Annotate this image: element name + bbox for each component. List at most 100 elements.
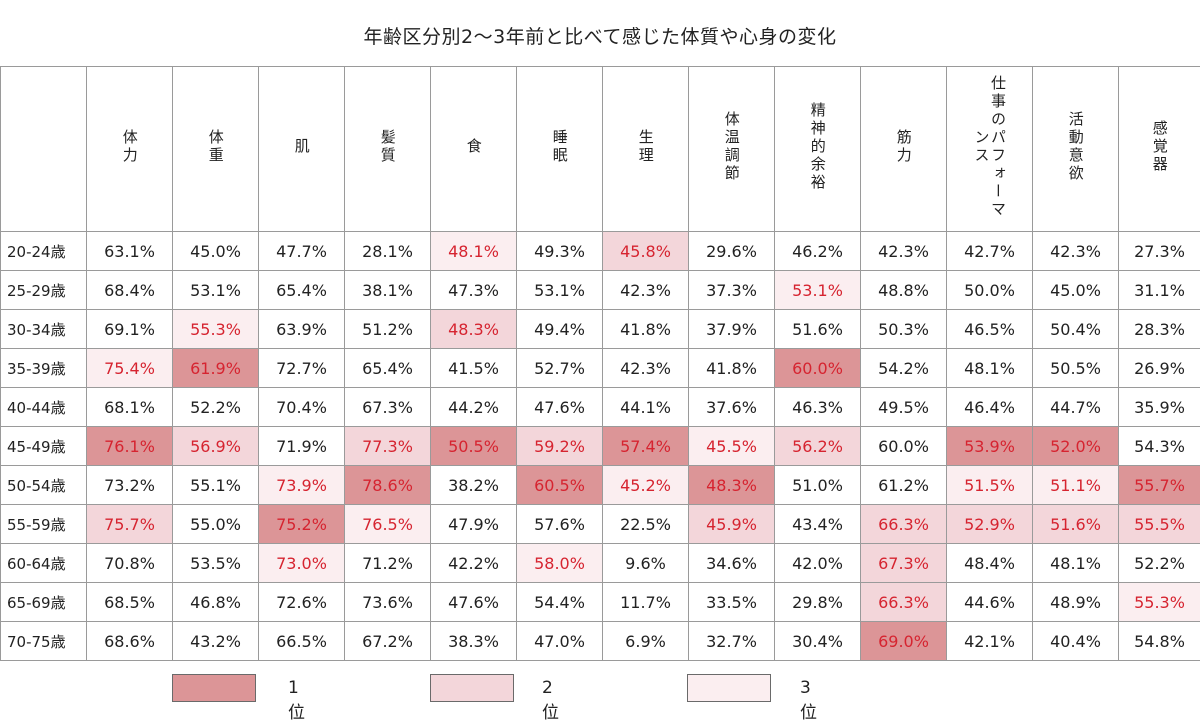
data-cell: 49.5% [861, 388, 947, 427]
data-cell: 28.3% [1119, 310, 1200, 349]
data-cell: 51.6% [1033, 505, 1119, 544]
data-cell: 48.1% [431, 232, 517, 271]
data-cell: 43.2% [173, 622, 259, 661]
data-cell: 55.0% [173, 505, 259, 544]
data-cell: 58.0% [517, 544, 603, 583]
row-label: 45-49歳 [1, 427, 87, 466]
data-cell: 53.1% [775, 271, 861, 310]
corner-cell [1, 67, 87, 232]
data-cell: 78.6% [345, 466, 431, 505]
data-cell: 55.3% [173, 310, 259, 349]
data-cell: 38.2% [431, 466, 517, 505]
data-cell: 47.6% [517, 388, 603, 427]
data-cell: 55.3% [1119, 583, 1200, 622]
data-cell: 50.4% [1033, 310, 1119, 349]
data-cell: 77.3% [345, 427, 431, 466]
data-cell: 28.1% [345, 232, 431, 271]
data-cell: 66.3% [861, 505, 947, 544]
column-header: 仕事のパフォーマンス [947, 67, 1033, 232]
data-cell: 72.7% [259, 349, 345, 388]
data-cell: 52.9% [947, 505, 1033, 544]
data-cell: 42.1% [947, 622, 1033, 661]
data-cell: 46.8% [173, 583, 259, 622]
data-cell: 33.5% [689, 583, 775, 622]
data-cell: 46.3% [775, 388, 861, 427]
data-cell: 38.3% [431, 622, 517, 661]
data-cell: 43.4% [775, 505, 861, 544]
data-cell: 48.3% [689, 466, 775, 505]
data-cell: 56.2% [775, 427, 861, 466]
data-cell: 50.5% [431, 427, 517, 466]
data-cell: 22.5% [603, 505, 689, 544]
data-cell: 29.6% [689, 232, 775, 271]
data-cell: 45.0% [1033, 271, 1119, 310]
data-cell: 71.2% [345, 544, 431, 583]
data-cell: 55.5% [1119, 505, 1200, 544]
data-cell: 42.0% [775, 544, 861, 583]
data-cell: 35.9% [1119, 388, 1200, 427]
legend-label-1: 1位 [288, 678, 305, 723]
data-cell: 37.6% [689, 388, 775, 427]
data-cell: 66.5% [259, 622, 345, 661]
data-cell: 47.6% [431, 583, 517, 622]
column-header: 感覚器 [1119, 67, 1200, 232]
data-cell: 68.5% [87, 583, 173, 622]
data-cell: 53.1% [173, 271, 259, 310]
data-cell: 61.2% [861, 466, 947, 505]
data-cell: 48.1% [947, 349, 1033, 388]
data-cell: 53.5% [173, 544, 259, 583]
data-cell: 54.3% [1119, 427, 1200, 466]
column-header: 生理 [603, 67, 689, 232]
data-cell: 48.4% [947, 544, 1033, 583]
row-label: 65-69歳 [1, 583, 87, 622]
data-cell: 70.8% [87, 544, 173, 583]
data-cell: 42.3% [1033, 232, 1119, 271]
row-label: 30-34歳 [1, 310, 87, 349]
data-cell: 65.4% [259, 271, 345, 310]
data-cell: 68.6% [87, 622, 173, 661]
data-cell: 57.6% [517, 505, 603, 544]
data-cell: 49.3% [517, 232, 603, 271]
row-label: 20-24歳 [1, 232, 87, 271]
data-cell: 53.1% [517, 271, 603, 310]
chart-title: 年齢区分別2～3年前と比べて感じた体質や心身の変化 [0, 22, 1200, 49]
row-label: 40-44歳 [1, 388, 87, 427]
data-cell: 63.1% [87, 232, 173, 271]
data-cell: 51.2% [345, 310, 431, 349]
data-cell: 11.7% [603, 583, 689, 622]
data-cell: 9.6% [603, 544, 689, 583]
data-cell: 30.4% [775, 622, 861, 661]
data-cell: 71.9% [259, 427, 345, 466]
data-cell: 42.3% [603, 349, 689, 388]
data-cell: 45.0% [173, 232, 259, 271]
data-cell: 68.4% [87, 271, 173, 310]
data-cell: 75.2% [259, 505, 345, 544]
data-table: 体力 体重 肌 髪質 食 睡眠 生理 体温調節 精神的余裕 筋力 仕事のパフォー… [0, 66, 1200, 661]
data-cell: 41.5% [431, 349, 517, 388]
data-cell: 44.6% [947, 583, 1033, 622]
data-cell: 45.8% [603, 232, 689, 271]
data-cell: 52.2% [173, 388, 259, 427]
data-cell: 69.0% [861, 622, 947, 661]
data-cell: 50.5% [1033, 349, 1119, 388]
data-cell: 51.1% [1033, 466, 1119, 505]
data-cell: 48.1% [1033, 544, 1119, 583]
data-cell: 67.3% [861, 544, 947, 583]
data-cell: 73.6% [345, 583, 431, 622]
data-cell: 68.1% [87, 388, 173, 427]
legend-label-2: 2位 [542, 678, 559, 723]
data-cell: 72.6% [259, 583, 345, 622]
data-cell: 32.7% [689, 622, 775, 661]
data-cell: 44.1% [603, 388, 689, 427]
data-cell: 42.3% [603, 271, 689, 310]
row-label: 35-39歳 [1, 349, 87, 388]
data-cell: 51.5% [947, 466, 1033, 505]
data-cell: 41.8% [603, 310, 689, 349]
data-cell: 59.2% [517, 427, 603, 466]
row-label: 70-75歳 [1, 622, 87, 661]
column-header: 筋力 [861, 67, 947, 232]
